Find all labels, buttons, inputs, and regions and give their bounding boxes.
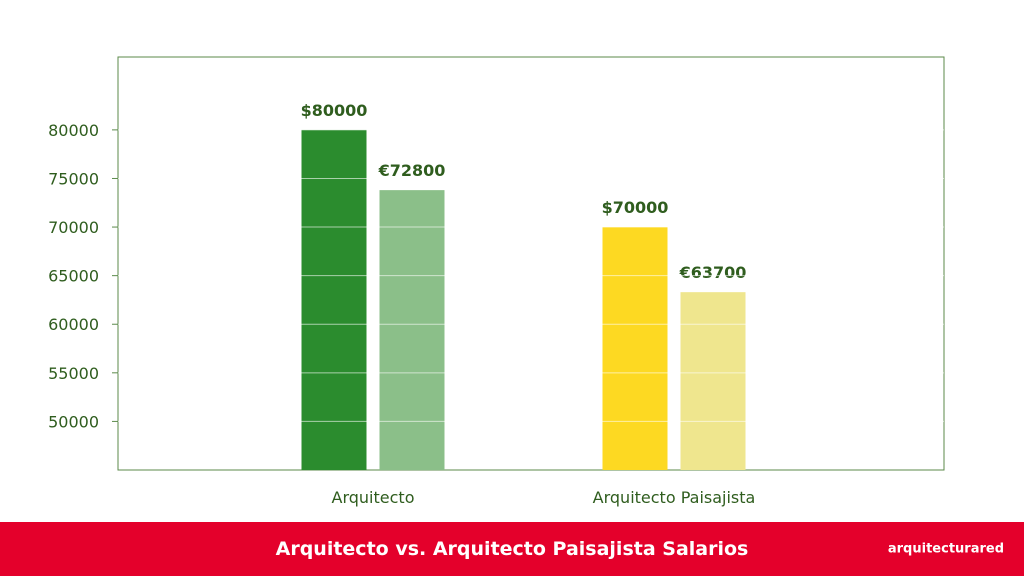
bar <box>301 129 367 470</box>
bar <box>680 292 746 470</box>
footer-banner: Arquitecto vs. Arquitecto Paisajista Sal… <box>0 522 1024 576</box>
bar <box>602 227 668 470</box>
data-label: $80000 <box>301 101 368 120</box>
y-tick-label: 70000 <box>48 218 99 237</box>
bar-chart: $80000 €72800 Arquitecto $70000 €63700 Arquit… <box>48 56 945 507</box>
brand-logo-text: arquitecturared <box>887 541 1004 557</box>
data-label: $70000 <box>602 198 669 217</box>
data-label: €72800 <box>378 161 446 180</box>
x-tick-label: Arquitecto Paisajista <box>593 488 756 507</box>
plot-border <box>117 56 945 471</box>
footer-title: Arquitecto vs. Arquitecto Paisajista Sal… <box>275 538 749 560</box>
y-tick-label: 75000 <box>48 169 99 188</box>
x-tick-label: Arquitecto <box>332 488 415 507</box>
chart-area: $80000 €72800 Arquitecto $70000 €63700 Arquit… <box>48 56 945 507</box>
y-tick-label: 55000 <box>48 364 99 383</box>
y-tick-label: 50000 <box>48 412 99 431</box>
y-tick-label: 60000 <box>48 315 99 334</box>
y-tick-label: 80000 <box>48 121 99 140</box>
data-label: €63700 <box>679 263 747 282</box>
bar <box>379 190 445 470</box>
y-tick-label: 65000 <box>48 267 99 286</box>
